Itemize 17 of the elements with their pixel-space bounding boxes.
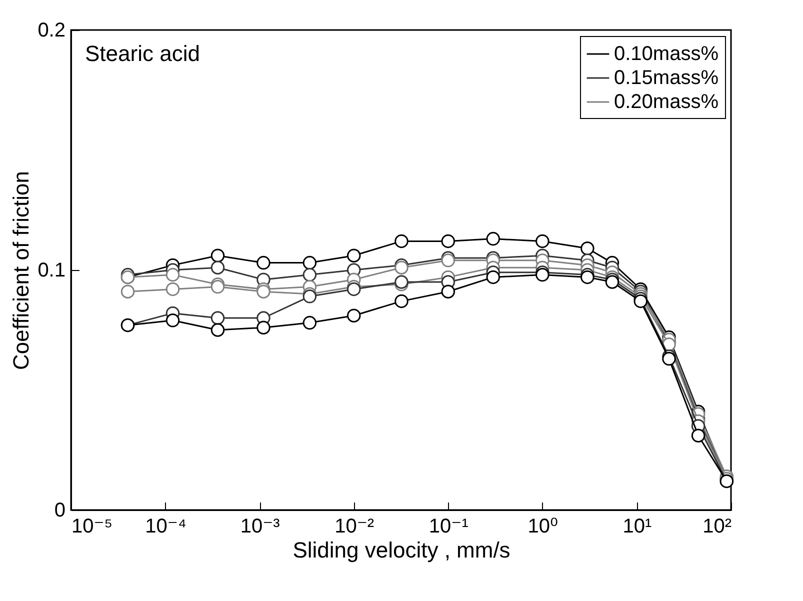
y-axis-title: Coefficient of friction <box>8 171 34 370</box>
y-tick-label: 0 <box>54 500 66 522</box>
x-tick-label: 10⁻⁵ <box>72 516 113 538</box>
legend-label: 0.10mass% <box>614 43 719 65</box>
x-tick-label: 10⁻³ <box>240 516 280 538</box>
x-axis-title: Sliding velocity , mm/s <box>292 538 510 562</box>
x-tick-label: 10⁻⁴ <box>145 516 186 538</box>
x-tick-label: 10⁻¹ <box>428 516 469 538</box>
legend-label: 0.15mass% <box>614 67 719 89</box>
legend-label: 0.20mass% <box>614 91 719 113</box>
x-tick-label: 10⁻² <box>334 516 374 538</box>
annotation: Stearic acid <box>85 41 200 66</box>
x-tick-label: 10⁰ <box>528 516 558 538</box>
y-tick-label: 0.2 <box>38 20 66 42</box>
y-tick-label: 0.1 <box>38 260 66 282</box>
x-tick-label: 10¹ <box>622 516 652 538</box>
x-tick-label: 10² <box>702 516 732 538</box>
